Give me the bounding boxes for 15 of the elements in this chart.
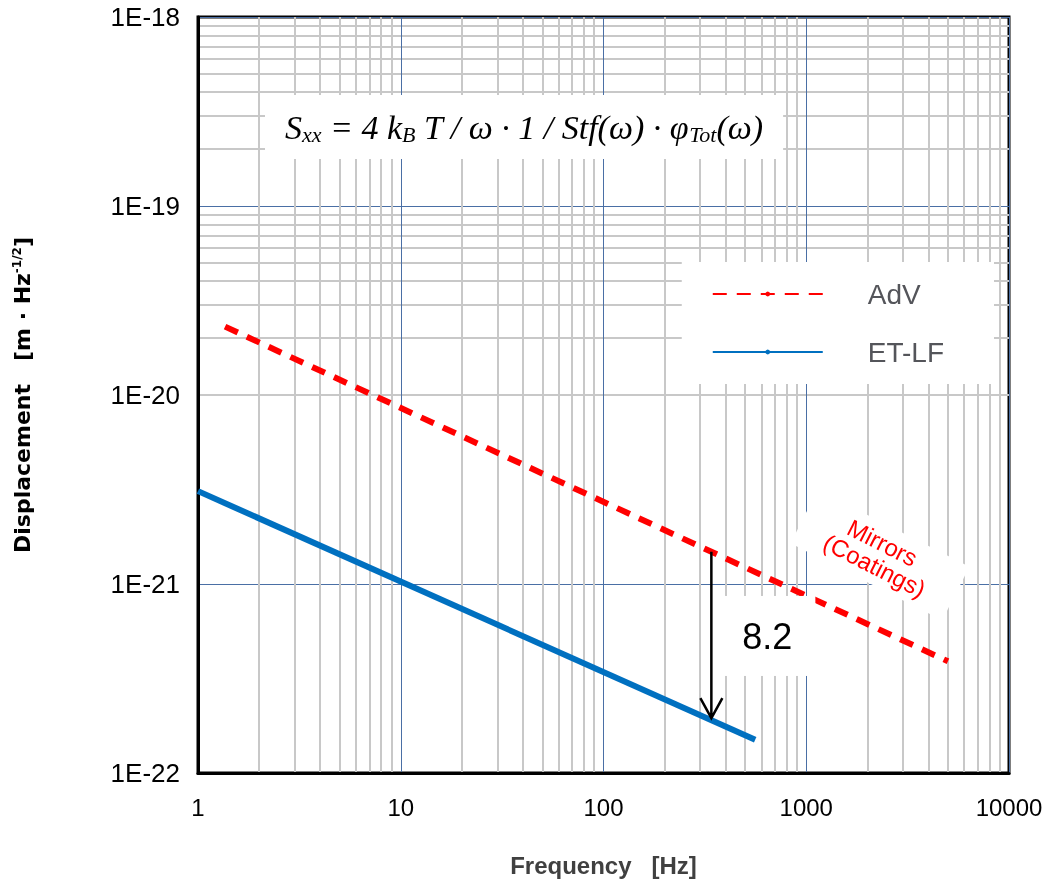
- x-tick-label: 1000: [779, 793, 833, 821]
- y-tick-label: 1E-18: [110, 2, 180, 32]
- x-tick-label: 10: [387, 793, 415, 821]
- x-tick-label: 1: [191, 793, 205, 821]
- y-axis-title: Displacement [m · Hz-1/2]: [9, 237, 35, 553]
- y-tick-label: 1E-22: [110, 758, 180, 788]
- legend-label: AdV: [867, 278, 922, 310]
- y-tick-label: 1E-19: [110, 191, 180, 221]
- y-tick-label: 1E-21: [110, 569, 180, 599]
- x-tick-label: 10000: [975, 793, 1043, 821]
- x-axis-title: Frequency [Hz]: [510, 851, 697, 879]
- annotation: 8.2: [742, 615, 793, 657]
- legend-label: ET-LF: [867, 336, 944, 368]
- y-tick-label: 1E-20: [110, 380, 180, 410]
- x-tick-label: 100: [583, 793, 624, 821]
